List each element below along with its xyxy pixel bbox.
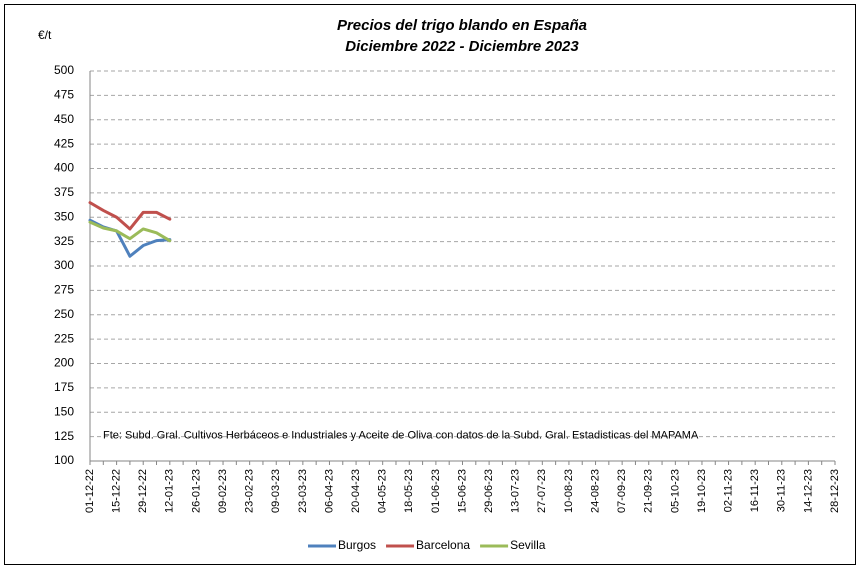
x-tick-label: 10-08-23 <box>563 469 575 513</box>
chart-title: Precios del trigo blando en España <box>337 17 587 34</box>
x-tick-label: 07-09-23 <box>616 469 628 513</box>
y-tick-label: 125 <box>54 429 74 443</box>
x-tick-label: 29-12-22 <box>137 469 149 513</box>
y-tick-label: 325 <box>54 234 74 248</box>
x-tick-label: 20-04-23 <box>350 469 362 513</box>
x-tick-label: 12-01-23 <box>164 469 176 513</box>
x-tick-label: 05-10-23 <box>669 469 681 513</box>
y-tick-label: 275 <box>54 283 74 297</box>
x-tick-label: 01-12-22 <box>84 469 96 513</box>
x-tick-label: 28-12-23 <box>829 469 841 513</box>
y-tick-label: 400 <box>54 161 74 175</box>
y-tick-label: 375 <box>54 185 74 199</box>
x-tick-label: 09-03-23 <box>270 469 282 513</box>
x-tick-label: 24-08-23 <box>589 469 601 513</box>
x-tick-label: 06-04-23 <box>323 469 335 513</box>
x-tick-label: 23-03-23 <box>297 469 309 513</box>
x-tick-label: 01-06-23 <box>430 469 442 513</box>
y-tick-label: 200 <box>54 356 74 370</box>
x-tick-label: 14-12-23 <box>802 469 814 513</box>
chart-subtitle: Diciembre 2022 - Diciembre 2023 <box>345 38 579 55</box>
y-tick-label: 250 <box>54 307 74 321</box>
y-tick-label: 500 <box>54 63 74 77</box>
x-tick-label: 02-11-23 <box>722 469 734 512</box>
x-tick-label: 13-07-23 <box>510 469 522 513</box>
y-tick-label: 100 <box>54 453 74 467</box>
legend-label: Burgos <box>338 538 376 552</box>
x-tick-label: 18-05-23 <box>403 469 415 513</box>
annotation: Fte: Subd. Gral. Cultivos Herbáceos e In… <box>103 430 699 442</box>
x-tick-label: 04-05-23 <box>377 469 389 513</box>
legend-label: Barcelona <box>416 538 470 552</box>
x-tick-label: 29-06-23 <box>483 469 495 513</box>
x-tick-label: 16-11-23 <box>749 469 761 512</box>
y-tick-label: 350 <box>54 209 74 223</box>
y-tick-label: 425 <box>54 136 74 150</box>
legend-label: Sevilla <box>510 538 546 552</box>
chart-border <box>4 4 856 565</box>
y-tick-label: 475 <box>54 88 74 102</box>
y-tick-label: 150 <box>54 404 74 418</box>
x-tick-label: 09-02-23 <box>217 469 229 513</box>
series-line <box>88 201 172 231</box>
x-tick-label: 27-07-23 <box>536 469 548 513</box>
x-tick-label: 19-10-23 <box>696 469 708 513</box>
x-tick-label: 15-06-23 <box>456 469 468 513</box>
y-tick-label: 300 <box>54 258 74 272</box>
y-axis-label: €/t <box>38 28 52 42</box>
x-tick-label: 30-11-23 <box>776 469 788 512</box>
y-tick-label: 175 <box>54 380 74 394</box>
x-tick-label: 15-12-22 <box>111 469 123 513</box>
x-tick-label: 26-01-23 <box>190 469 202 513</box>
x-tick-label: 21-09-23 <box>643 469 655 513</box>
y-tick-label: 450 <box>54 112 74 126</box>
series-line <box>88 220 172 243</box>
x-tick-label: 23-02-23 <box>244 469 256 513</box>
y-tick-label: 225 <box>54 331 74 345</box>
